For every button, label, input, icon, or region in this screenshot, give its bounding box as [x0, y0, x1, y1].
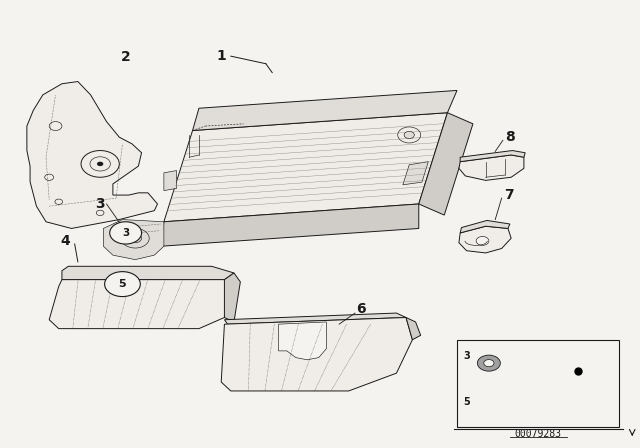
Polygon shape [419, 113, 473, 215]
Text: 5: 5 [118, 279, 126, 289]
Bar [457, 340, 620, 426]
Polygon shape [27, 82, 157, 228]
Polygon shape [459, 226, 511, 253]
Text: 00079283: 00079283 [515, 429, 562, 439]
Polygon shape [460, 151, 525, 162]
Text: 8: 8 [505, 130, 515, 144]
Circle shape [476, 237, 489, 246]
Polygon shape [221, 318, 412, 391]
Circle shape [109, 222, 141, 244]
Polygon shape [103, 220, 164, 260]
Text: 5: 5 [463, 397, 470, 407]
Polygon shape [225, 313, 406, 324]
Polygon shape [193, 90, 457, 130]
Text: 3: 3 [95, 197, 105, 211]
Polygon shape [406, 318, 420, 340]
Circle shape [484, 360, 494, 367]
Text: 7: 7 [504, 188, 513, 202]
Polygon shape [164, 113, 447, 222]
Polygon shape [403, 162, 428, 185]
Polygon shape [481, 393, 524, 415]
Polygon shape [49, 280, 234, 329]
Text: 1: 1 [216, 49, 226, 63]
Polygon shape [225, 273, 241, 322]
Polygon shape [62, 266, 234, 280]
Polygon shape [164, 171, 177, 190]
Polygon shape [459, 155, 524, 181]
Text: 3: 3 [122, 228, 129, 238]
Circle shape [97, 162, 103, 166]
Text: 6: 6 [356, 302, 366, 316]
Polygon shape [460, 220, 510, 233]
Circle shape [404, 131, 414, 138]
Circle shape [104, 271, 140, 297]
Text: 4: 4 [60, 234, 70, 248]
Polygon shape [161, 204, 419, 246]
Polygon shape [278, 322, 326, 360]
Text: 3: 3 [463, 351, 470, 362]
Circle shape [477, 355, 500, 371]
Text: 2: 2 [121, 50, 131, 64]
